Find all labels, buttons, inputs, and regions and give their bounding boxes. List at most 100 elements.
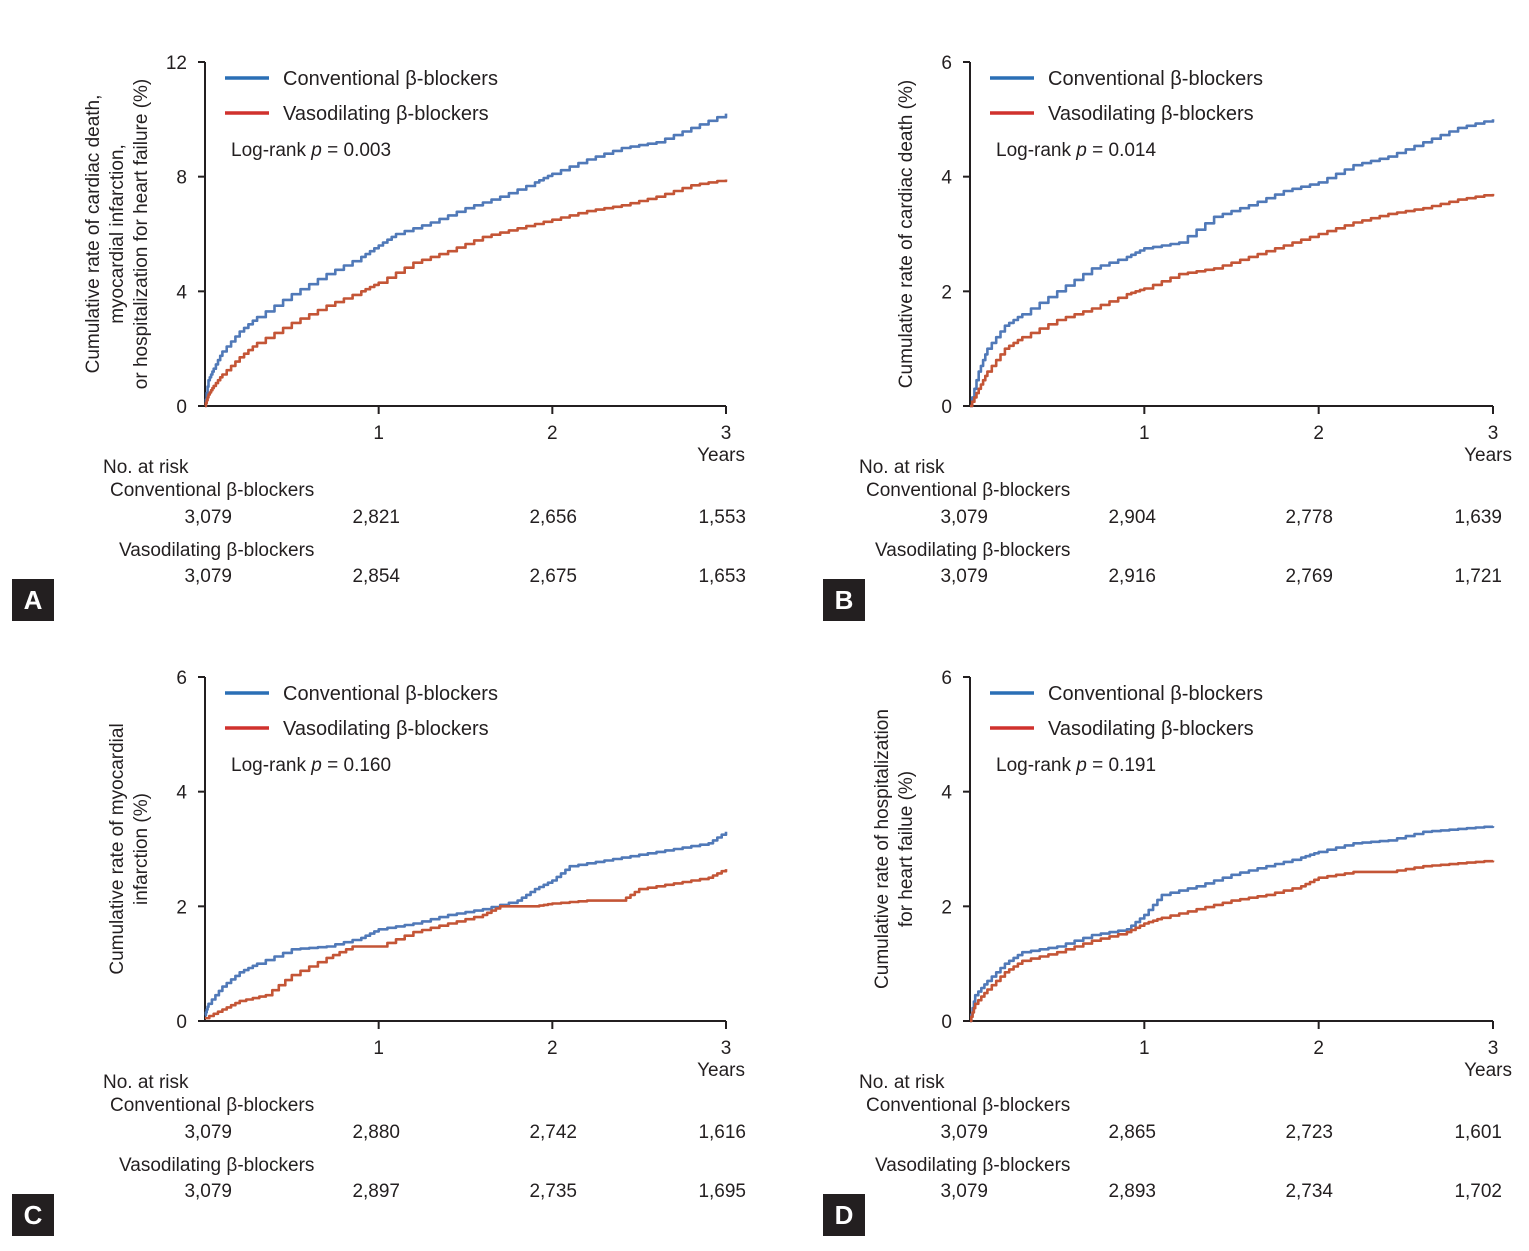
x-tick-label: 1 [373,1038,384,1059]
legend-label-conventional: Conventional β-blockers [283,68,498,90]
y-tick-label: 0 [941,1012,952,1033]
logrank-value: = 0.191 [1087,755,1156,776]
risk-label-conventional: Conventional β-blockers [110,1095,315,1116]
y-tick-label: 2 [941,897,952,918]
risk-value-vasodilating: 2,897 [352,1181,400,1202]
y-tick-label: 12 [166,53,187,74]
logrank-prefix: Log-rank [996,755,1076,776]
logrank-p: p [1075,755,1087,776]
risk-value-conventional: 2,656 [529,507,577,528]
legend-label-conventional: Conventional β-blockers [1048,68,1263,90]
x-tick-label: 1 [1139,1038,1150,1059]
series-line-vasodilating [970,193,1495,408]
y-axis-label: Cumulative rate of myocardial [107,723,128,974]
risk-value-conventional: 2,742 [529,1122,577,1143]
y-tick-label: 6 [176,668,187,689]
y-axis-label: infarction (%) [131,793,152,905]
x-axis-label: Years [697,1060,745,1081]
legend-label-vasodilating: Vasodilating β-blockers [283,103,489,125]
y-tick-label: 4 [176,783,187,804]
x-axis-label: Years [697,445,745,466]
logrank-prefix: Log-rank [231,140,311,161]
x-tick-label: 2 [547,1038,558,1059]
risk-value-conventional: 2,778 [1285,507,1333,528]
y-tick-label: 4 [176,282,187,303]
panel-a: 0 4 8 12 1 2 3 Years Cumulative rate of cardiac … [0,0,764,621]
panel-d: 0 2 4 6 1 2 3 Years Cumulative rate of hospitali… [765,615,1529,1236]
y-tick-label: 4 [941,783,952,804]
risk-header: No. at risk [103,457,189,478]
y-axis-label: for heart failue (%) [896,771,917,927]
y-axis-label: Cumulative rate of hospitalization [872,709,893,989]
risk-value-conventional: 2,865 [1108,1122,1156,1143]
series-line-conventional [970,119,1495,408]
legend-label-vasodilating: Vasodilating β-blockers [1048,718,1254,740]
logrank-p: p [310,140,322,161]
y-tick-label: 6 [941,53,952,74]
x-tick-label: 2 [1313,1038,1324,1059]
series-line-vasodilating [205,869,728,1020]
series-line-conventional [204,831,728,1017]
legend-label-conventional: Conventional β-blockers [283,683,498,705]
panel-letter: D [823,1194,865,1236]
series-line-conventional [204,113,728,408]
logrank-text: Log-rank p = 0.003 [231,140,391,161]
risk-value-conventional: 3,079 [184,507,232,528]
y-axis-label: or hospitalization for heart failure (%) [131,79,152,389]
y-tick-label: 2 [941,282,952,303]
risk-label-vasodilating: Vasodilating β-blockers [875,540,1071,561]
risk-value-vasodilating: 1,695 [698,1181,746,1202]
risk-value-vasodilating: 1,721 [1454,566,1502,587]
logrank-value: = 0.003 [322,140,391,161]
risk-value-vasodilating: 2,893 [1108,1181,1156,1202]
logrank-prefix: Log-rank [231,755,311,776]
risk-value-vasodilating: 1,653 [698,566,746,587]
risk-value-vasodilating: 2,854 [352,566,400,587]
legend-label-vasodilating: Vasodilating β-blockers [283,718,489,740]
logrank-prefix: Log-rank [996,140,1076,161]
logrank-p: p [310,755,322,776]
risk-value-vasodilating: 2,769 [1285,566,1333,587]
risk-label-vasodilating: Vasodilating β-blockers [119,1155,315,1176]
y-axis-label: Cumulative rate of cardiac death (%) [896,80,917,388]
risk-label-vasodilating: Vasodilating β-blockers [119,540,315,561]
panel-letter: B [823,579,865,621]
y-tick-label: 6 [941,668,952,689]
x-axis-label: Years [1464,445,1512,466]
risk-label-conventional: Conventional β-blockers [866,480,1071,501]
panel-c: 0 2 4 6 1 2 3 Years Cumulative rate of myocardia… [0,615,764,1236]
legend-label-vasodilating: Vasodilating β-blockers [1048,103,1254,125]
risk-label-conventional: Conventional β-blockers [110,480,315,501]
panel-letter: A [12,579,54,621]
y-axis-label: Cumulative rate of cardiac death, [83,95,104,374]
x-tick-label: 3 [1488,423,1499,444]
risk-value-conventional: 1,616 [698,1122,746,1143]
legend-label-conventional: Conventional β-blockers [1048,683,1263,705]
risk-value-conventional: 2,821 [352,507,400,528]
risk-value-conventional: 2,880 [352,1122,400,1143]
panel-b: 0 2 4 6 1 2 3 Years Cumulative rate of cardiac d… [765,0,1529,621]
risk-value-vasodilating: 3,079 [940,1181,988,1202]
series-line-vasodilating [204,179,728,408]
y-tick-label: 0 [941,397,952,418]
risk-value-conventional: 1,601 [1454,1122,1502,1143]
risk-value-conventional: 1,639 [1454,507,1502,528]
risk-value-vasodilating: 3,079 [940,566,988,587]
risk-label-conventional: Conventional β-blockers [866,1095,1071,1116]
x-axis-label: Years [1464,1060,1512,1081]
x-tick-label: 3 [1488,1038,1499,1059]
risk-header: No. at risk [859,457,945,478]
y-tick-label: 0 [176,397,187,418]
series-line-conventional [970,825,1495,1023]
risk-value-conventional: 3,079 [184,1122,232,1143]
risk-label-vasodilating: Vasodilating β-blockers [875,1155,1071,1176]
risk-header: No. at risk [859,1072,945,1093]
x-tick-label: 3 [721,1038,732,1059]
x-tick-label: 2 [547,423,558,444]
x-tick-label: 1 [373,423,384,444]
risk-header: No. at risk [103,1072,189,1093]
